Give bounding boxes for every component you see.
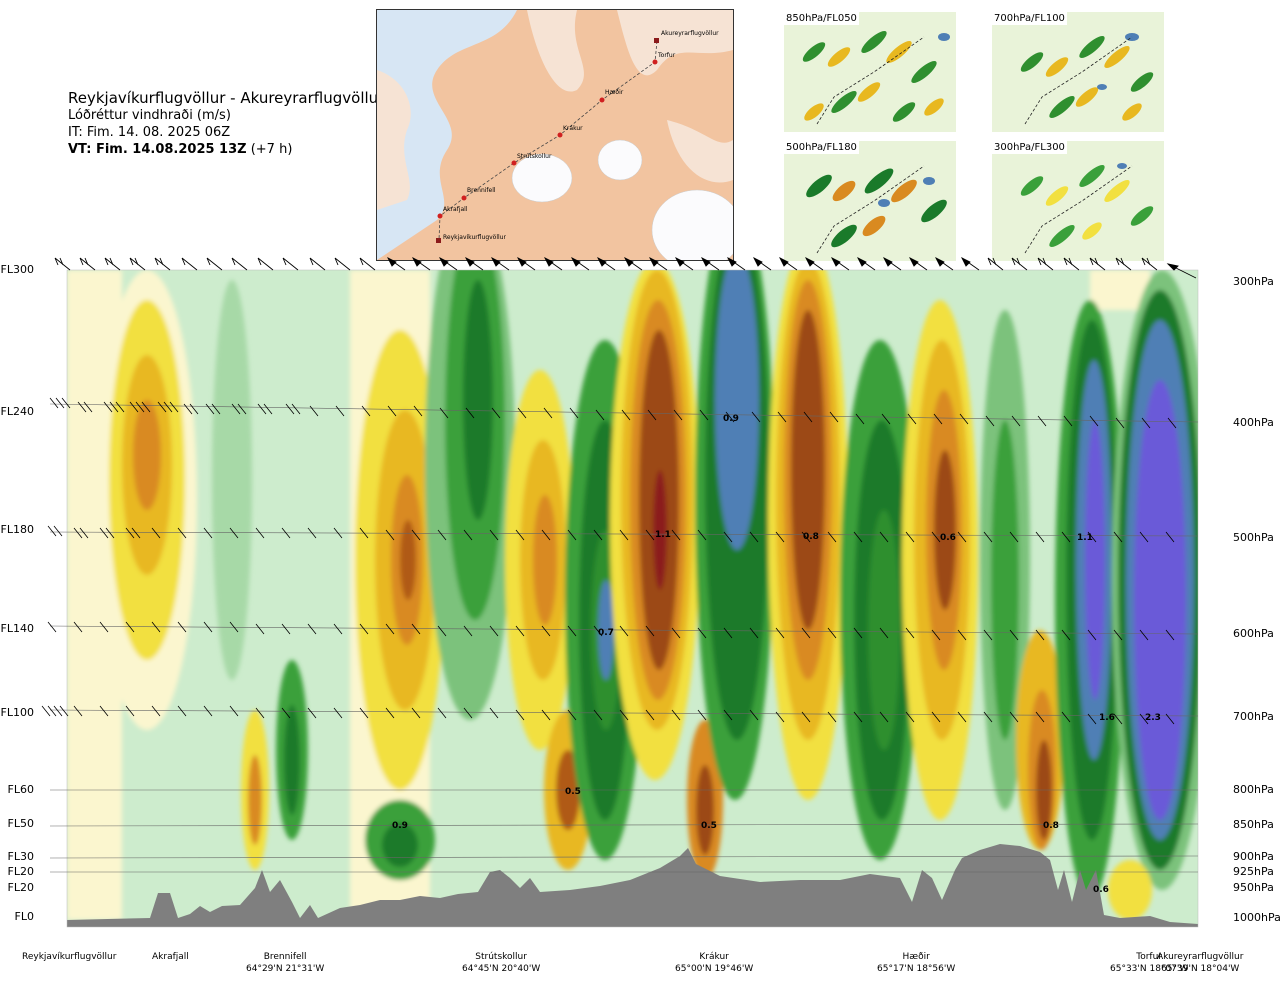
- thumbnail-label: 850hPa/FL050: [784, 12, 859, 25]
- location-strutskollur: Strútskollur 64°45'N 20°40'W: [462, 952, 541, 974]
- thumbnail-image: [992, 12, 1164, 132]
- map-waypoints: [436, 38, 659, 243]
- thumbnail-500hpa[interactable]: 500hPa/FL180: [784, 141, 956, 261]
- thumbnail-300hpa[interactable]: 300hPa/FL300: [992, 141, 1164, 261]
- contour-label: 0.6: [1093, 885, 1109, 895]
- fl-label: FL0: [14, 910, 34, 923]
- contour-label: 1.1: [655, 530, 671, 540]
- contour-label: 0.8: [1043, 821, 1059, 831]
- pressure-label: 500hPa: [1233, 531, 1274, 544]
- contour-label: 0.5: [565, 787, 581, 797]
- pressure-label: 600hPa: [1233, 627, 1274, 640]
- thumbnail-850hpa[interactable]: 850hPa/FL050: [784, 12, 956, 132]
- level-wind-barbs: [41, 397, 1177, 725]
- fl-label: FL20: [7, 865, 34, 878]
- thumbnail-700hpa[interactable]: 700hPa/FL100: [992, 12, 1164, 132]
- contour-label: 2.3: [1145, 713, 1161, 723]
- fl-label: FL140: [0, 622, 34, 635]
- contour-label: 0.7: [598, 628, 614, 638]
- pressure-label: 300hPa: [1233, 275, 1274, 288]
- contour-label: 1.1: [1077, 533, 1093, 543]
- waypoint-marker: [557, 132, 563, 138]
- pressure-label: 950hPa: [1233, 881, 1274, 894]
- map-label: Brennifell: [467, 187, 496, 194]
- fl-label: FL180: [0, 523, 34, 536]
- thumbnail-label: 700hPa/FL100: [992, 12, 1067, 25]
- location-akureyri: Akureyrarflugvöllur 65°39'N 18°04'W: [1157, 952, 1244, 974]
- location-akrafjall: Akrafjall: [152, 952, 189, 962]
- parameter-label: Lóðréttur vindhraði (m/s): [68, 108, 231, 123]
- location-brennifell: Brennifell 64°29'N 21°31'W: [246, 952, 325, 974]
- thumbnail-label: 500hPa/FL180: [784, 141, 859, 154]
- valid-time: VT: Fim. 14.08.2025 13Z (+7 h): [68, 142, 293, 157]
- chart-header: Reykjavíkurflugvöllur - Akureyrarflugvöl…: [68, 90, 384, 158]
- cross-section-plot: 0.9 1.1 0.8 0.6 1.1 0.7 1.6 2.3 0.5 0.9 …: [41, 256, 1199, 928]
- fl-label: FL100: [0, 706, 34, 719]
- flight-level-lines: [49, 403, 1199, 873]
- map-label: Krákur: [563, 125, 583, 132]
- route-map: Akureyrarflugvöllur Torfur Hæðir Krákur …: [376, 9, 734, 261]
- map-label: Akrafjall: [443, 206, 468, 213]
- location-reykjavik: Reykjavíkurflugvöllur: [22, 952, 117, 962]
- fl-label: FL30: [7, 850, 34, 863]
- pressure-label: 400hPa: [1233, 416, 1274, 429]
- waypoint-marker: [599, 97, 605, 103]
- route-title: Reykjavíkurflugvöllur - Akureyrarflugvöl…: [68, 89, 385, 107]
- waypoint-marker: [461, 195, 467, 201]
- route-line: [438, 40, 658, 241]
- waypoint-marker: [437, 213, 443, 219]
- location-krakur: Krákur 65°00'N 19°46'W: [675, 952, 754, 974]
- map-label: Strútskollur: [517, 153, 552, 160]
- fl-label: FL20: [7, 881, 34, 894]
- waypoint-marker: [652, 59, 658, 65]
- map-label: Reykjavíkurflugvöllur: [443, 234, 506, 241]
- map-label: Akureyrarflugvöllur: [661, 30, 719, 37]
- fl-label: FL300: [0, 263, 34, 276]
- issue-time: IT: Fim. 14. 08. 2025 06Z: [68, 125, 231, 140]
- wind-barbs: [54, 256, 1197, 279]
- contour-labels: 0.9 1.1 0.8 0.6 1.1 0.7 1.6 2.3 0.5 0.9 …: [392, 414, 1161, 895]
- fl-label: FL240: [0, 405, 34, 418]
- pressure-label: 850hPa: [1233, 818, 1274, 831]
- pressure-label: 700hPa: [1233, 710, 1274, 723]
- location-torfur: Torfur 65°33'N 18°07'W: [1110, 952, 1189, 974]
- thumbnail-image: [784, 12, 956, 132]
- fl-label: FL50: [7, 817, 34, 830]
- pressure-label: 1000hPa: [1233, 911, 1280, 924]
- waypoint-marker: [654, 38, 659, 43]
- waypoint-marker: [511, 160, 517, 166]
- fl-label: FL60: [7, 783, 34, 796]
- contour-label: 0.6: [940, 533, 956, 543]
- contour-label: 0.9: [723, 414, 739, 424]
- contour-label: 0.8: [803, 532, 819, 542]
- thumbnail-label: 300hPa/FL300: [992, 141, 1067, 154]
- map-label: Hæðir: [605, 89, 624, 96]
- pressure-label: 925hPa: [1233, 865, 1274, 878]
- pressure-label: 800hPa: [1233, 783, 1274, 796]
- thumbnail-image: [784, 141, 956, 261]
- contour-label: 0.9: [392, 821, 408, 831]
- waypoint-marker: [436, 238, 441, 243]
- terrain: [67, 844, 1198, 927]
- pressure-label: 900hPa: [1233, 850, 1274, 863]
- contour-label: 0.5: [701, 821, 717, 831]
- map-label: Torfur: [657, 52, 676, 59]
- contour-label: 1.6: [1099, 713, 1115, 723]
- location-haedir: Hæðir 65°17'N 18°56'W: [877, 952, 956, 974]
- thumbnail-image: [992, 141, 1164, 261]
